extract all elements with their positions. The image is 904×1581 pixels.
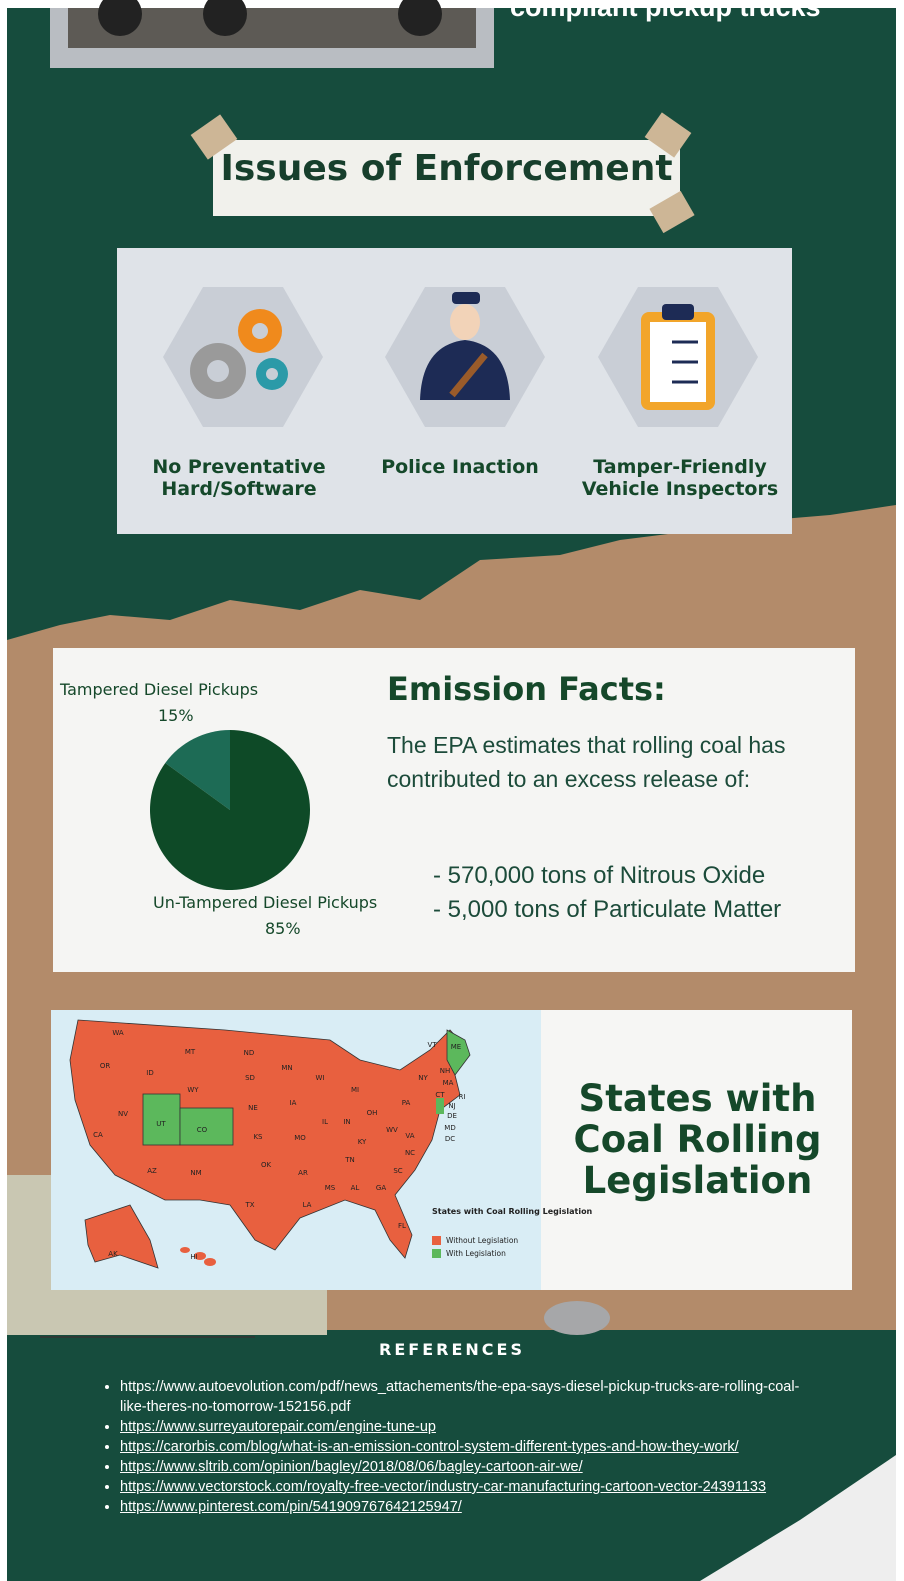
state-label: MS	[325, 1184, 336, 1192]
reference-item: https://www.sltrib.com/opinion/bagley/20…	[120, 1457, 820, 1477]
state-label: WA	[112, 1029, 124, 1037]
reference-link[interactable]: https://www.vectorstock.com/royalty-free…	[120, 1479, 766, 1495]
state-label: VA	[405, 1132, 414, 1140]
state-label: OH	[367, 1109, 378, 1117]
state-label: KY	[358, 1138, 367, 1146]
state-label: ND	[244, 1049, 255, 1057]
caption: compliant pickup trucks	[510, 0, 821, 23]
pie-label: Tampered Diesel Pickups	[60, 680, 258, 699]
pie-value-label: 15%	[158, 706, 194, 725]
state-label: NE	[248, 1104, 258, 1112]
fact: - 5,000 tons of Particulate Matter	[433, 896, 781, 924]
state-label: IL	[322, 1118, 328, 1126]
state-label: IN	[343, 1118, 350, 1126]
section-title: REFERENCES	[0, 1340, 904, 1359]
reference-item: https://www.surreyautorepair.com/engine-…	[120, 1417, 820, 1437]
legend-swatch	[432, 1249, 441, 1258]
legend-label: With Legislation	[446, 1249, 506, 1258]
reference-link[interactable]: https://www.surreyautorepair.com/engine-…	[120, 1419, 436, 1435]
state-label: MO	[294, 1134, 306, 1142]
state-label: SD	[245, 1074, 255, 1082]
state-label: AR	[298, 1169, 308, 1177]
legend-label: Without Legislation	[446, 1236, 518, 1245]
state-label: CA	[93, 1131, 103, 1139]
section-title: States with Coal Rolling Legislation	[560, 1078, 835, 1201]
state-label: WI	[316, 1074, 325, 1082]
state-label: CO	[197, 1126, 208, 1134]
state-label: NC	[405, 1149, 415, 1157]
reference-item: https://www.vectorstock.com/royalty-free…	[120, 1477, 820, 1497]
reference-item: https://carorbis.com/blog/what-is-an-emi…	[120, 1437, 820, 1457]
state-label: UT	[156, 1120, 166, 1128]
state-label: ME	[451, 1043, 461, 1051]
state-label: HI	[190, 1253, 197, 1261]
state-label: SC	[393, 1167, 402, 1175]
legend-swatch	[432, 1236, 441, 1245]
state-label: AL	[351, 1184, 360, 1192]
state-label: NV	[118, 1110, 128, 1118]
state-label: LA	[303, 1201, 312, 1209]
state-label: GA	[376, 1184, 386, 1192]
issue-label: Police Inaction	[355, 456, 565, 478]
state-label: MA	[443, 1079, 454, 1087]
state-label: NH	[440, 1067, 451, 1075]
state-label: VT	[427, 1041, 437, 1049]
state-label: MD	[444, 1124, 455, 1132]
state-label: NM	[190, 1169, 201, 1177]
pie-value-label: 85%	[265, 919, 301, 938]
state-label: DE	[447, 1112, 457, 1120]
state-label: MN	[281, 1064, 292, 1072]
reference-link[interactable]: https://www.sltrib.com/opinion/bagley/20…	[120, 1459, 583, 1475]
state-label: AZ	[147, 1167, 157, 1175]
reference-link[interactable]: https://www.pinterest.com/pin/5419097676…	[120, 1499, 462, 1515]
state-label: FL	[398, 1222, 406, 1230]
state-label: WY	[187, 1086, 199, 1094]
state-label: WV	[386, 1126, 398, 1134]
state-label: OR	[100, 1062, 111, 1070]
state-label: MI	[351, 1086, 359, 1094]
section-title: Emission Facts:	[387, 670, 666, 708]
issue-label: No Preventative Hard/Software	[134, 456, 344, 500]
state-label: IA	[290, 1099, 297, 1107]
state-label: NY	[418, 1074, 428, 1082]
state-label: AK	[108, 1250, 118, 1258]
reference-item: https://www.pinterest.com/pin/5419097676…	[120, 1497, 820, 1517]
state-label: DC	[445, 1135, 455, 1143]
state-label: KS	[253, 1133, 263, 1141]
state-label: ID	[146, 1069, 153, 1077]
reference-item: https://www.autoevolution.com/pdf/news_a…	[120, 1377, 820, 1417]
page: WA OR CA NV ID MT WY UT CO AZ NM ND SD NE KS OK TX MN IA MO…	[0, 0, 904, 1581]
state-label: TN	[344, 1156, 355, 1164]
fact: - 570,000 tons of Nitrous Oxide	[433, 862, 765, 890]
reference-list: https://www.autoevolution.com/pdf/news_a…	[100, 1377, 820, 1517]
state-label: OK	[261, 1161, 272, 1169]
section-title: Issues of Enforcement	[213, 148, 680, 189]
issue-label: Tamper-Friendly Vehicle Inspectors	[575, 456, 785, 500]
pie-label: Un-Tampered Diesel Pickups	[153, 893, 377, 912]
legend-title: States with Coal Rolling Legislation	[432, 1207, 593, 1216]
reference-link[interactable]: https://www.autoevolution.com/pdf/news_a…	[120, 1379, 799, 1415]
state-label: PA	[402, 1099, 411, 1107]
state-label: CT	[435, 1091, 445, 1099]
body-text: The EPA estimates that rolling coal has …	[387, 728, 817, 796]
state-label: NJ	[448, 1102, 455, 1110]
reference-link[interactable]: https://carorbis.com/blog/what-is-an-emi…	[120, 1439, 739, 1455]
state-label: TX	[244, 1201, 254, 1209]
state-label: RI	[459, 1093, 466, 1101]
state-label: MT	[185, 1048, 196, 1056]
